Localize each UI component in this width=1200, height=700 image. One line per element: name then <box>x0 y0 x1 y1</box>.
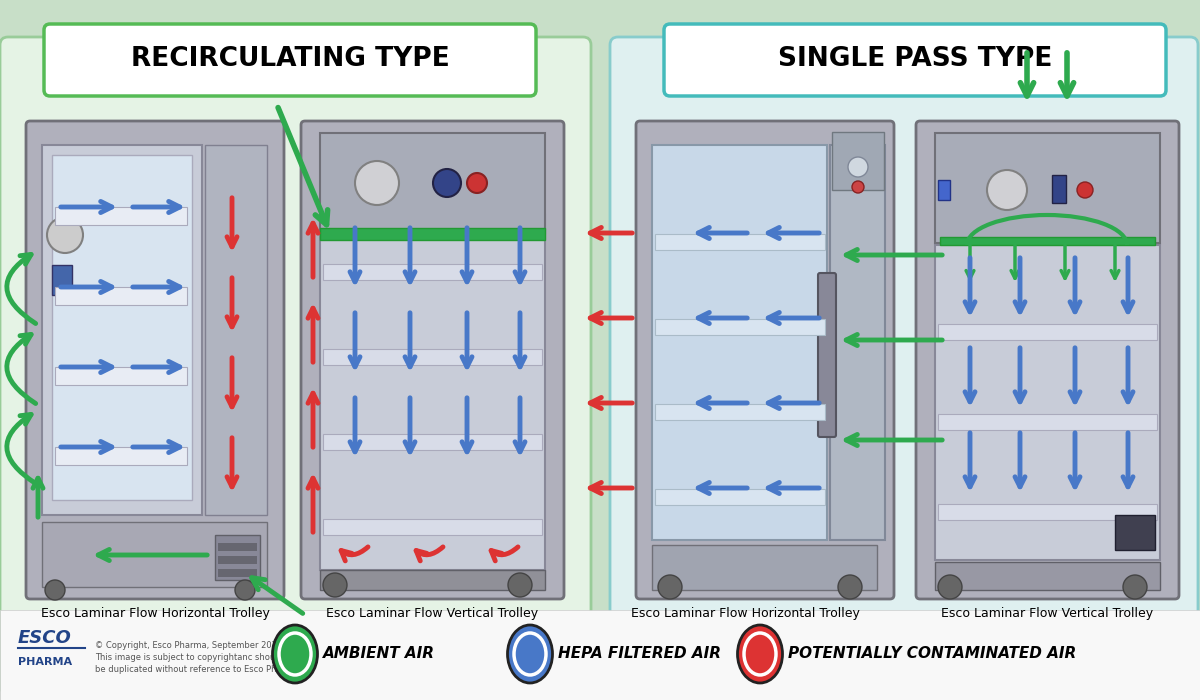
Bar <box>830 145 886 540</box>
Bar <box>323 264 542 280</box>
Text: POTENTIALLY CONTAMINATED AIR: POTENTIALLY CONTAMINATED AIR <box>788 647 1076 662</box>
Text: PHARMA: PHARMA <box>18 657 72 667</box>
Bar <box>55 367 187 385</box>
Bar <box>320 133 545 233</box>
Bar <box>655 404 826 420</box>
Bar <box>655 319 826 335</box>
Bar <box>42 522 266 587</box>
Bar <box>940 237 1154 245</box>
Ellipse shape <box>738 625 782 683</box>
Circle shape <box>46 580 65 600</box>
Circle shape <box>848 157 868 177</box>
Bar <box>320 570 545 590</box>
Bar <box>652 545 877 590</box>
FancyBboxPatch shape <box>301 121 564 599</box>
Bar <box>323 434 542 450</box>
Bar <box>52 155 192 500</box>
Circle shape <box>1123 575 1147 599</box>
Ellipse shape <box>508 625 552 683</box>
Text: Esco Laminar Flow Horizontal Trolley: Esco Laminar Flow Horizontal Trolley <box>630 606 859 620</box>
Circle shape <box>508 573 532 597</box>
Text: Esco Laminar Flow Horizontal Trolley: Esco Laminar Flow Horizontal Trolley <box>41 606 270 620</box>
Bar <box>935 245 1160 560</box>
Bar <box>1115 515 1154 550</box>
Text: ESCO: ESCO <box>18 629 72 647</box>
Bar <box>655 234 826 250</box>
Circle shape <box>355 161 398 205</box>
Bar <box>320 228 545 240</box>
Bar <box>1052 175 1066 203</box>
Bar <box>935 133 1160 243</box>
Bar <box>218 543 257 551</box>
Ellipse shape <box>272 625 318 683</box>
Bar <box>55 207 187 225</box>
FancyBboxPatch shape <box>916 121 1178 599</box>
Circle shape <box>838 575 862 599</box>
Bar <box>55 447 187 465</box>
Circle shape <box>938 575 962 599</box>
Circle shape <box>852 181 864 193</box>
FancyBboxPatch shape <box>636 121 894 599</box>
Bar <box>218 556 257 564</box>
Text: Esco Laminar Flow Vertical Trolley: Esco Laminar Flow Vertical Trolley <box>941 606 1153 620</box>
Text: be duplicated without reference to Esco Pharma: be duplicated without reference to Esco … <box>95 664 299 673</box>
Circle shape <box>235 580 256 600</box>
Bar <box>323 519 542 535</box>
Text: This image is subject to copyrightanc should not: This image is subject to copyrightanc sh… <box>95 652 299 662</box>
Bar <box>652 145 827 540</box>
Text: HEPA FILTERED AIR: HEPA FILTERED AIR <box>558 647 721 662</box>
Bar <box>938 180 950 200</box>
Bar <box>218 569 257 577</box>
FancyBboxPatch shape <box>0 37 592 693</box>
Circle shape <box>467 173 487 193</box>
FancyBboxPatch shape <box>664 24 1166 96</box>
Circle shape <box>433 169 461 197</box>
Circle shape <box>986 170 1027 210</box>
Bar <box>55 287 187 305</box>
Bar <box>938 414 1157 430</box>
Bar <box>42 145 202 515</box>
Bar <box>323 349 542 365</box>
Text: RECIRCULATING TYPE: RECIRCULATING TYPE <box>131 46 449 72</box>
Bar <box>655 489 826 505</box>
Bar <box>320 215 545 570</box>
FancyBboxPatch shape <box>818 273 836 437</box>
Bar <box>938 504 1157 520</box>
FancyBboxPatch shape <box>26 121 284 599</box>
Text: SINGLE PASS TYPE: SINGLE PASS TYPE <box>778 46 1052 72</box>
FancyBboxPatch shape <box>44 24 536 96</box>
Text: Esco Laminar Flow Vertical Trolley: Esco Laminar Flow Vertical Trolley <box>326 606 538 620</box>
Circle shape <box>658 575 682 599</box>
Circle shape <box>1078 182 1093 198</box>
Text: © Copyright, Esco Pharma, September 2020: © Copyright, Esco Pharma, September 2020 <box>95 640 282 650</box>
Bar <box>935 562 1160 590</box>
Bar <box>0 610 1200 700</box>
Bar <box>832 132 884 190</box>
Circle shape <box>323 573 347 597</box>
FancyBboxPatch shape <box>610 37 1198 693</box>
Bar <box>205 145 266 515</box>
Bar <box>52 265 72 295</box>
Bar <box>215 535 260 580</box>
Text: AMBIENT AIR: AMBIENT AIR <box>323 647 436 662</box>
Bar <box>938 324 1157 340</box>
Circle shape <box>47 217 83 253</box>
